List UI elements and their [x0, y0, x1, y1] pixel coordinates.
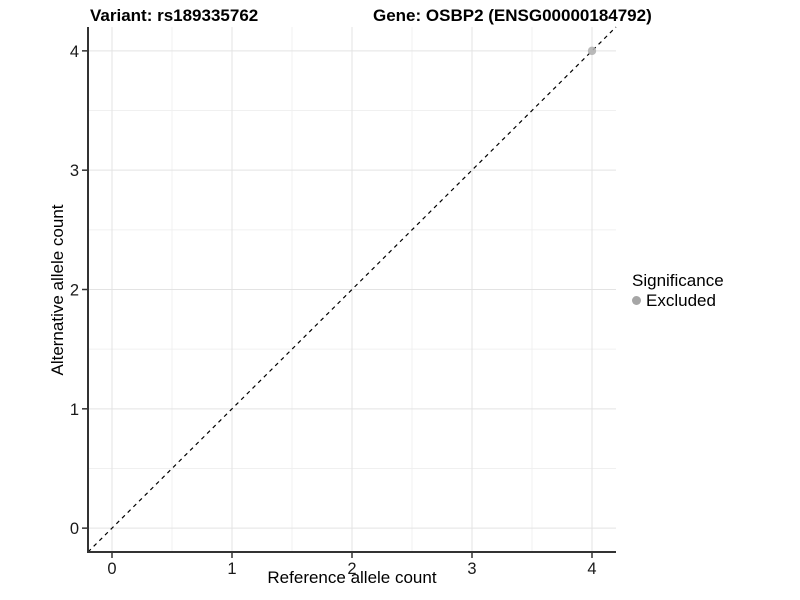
x-tick-label: 0: [107, 560, 116, 578]
plot-title-variant: Variant: rs189335762: [90, 6, 259, 25]
legend-item-label: Excluded: [646, 291, 716, 310]
legend-point-icon: [632, 296, 641, 305]
legend: Significance Excluded: [632, 272, 724, 309]
y-tick-label: 0: [70, 520, 79, 538]
y-axis-title: Alternative allele count: [48, 204, 67, 376]
y-tick-label: 3: [70, 162, 79, 180]
x-axis-title: Reference allele count: [267, 568, 437, 587]
legend-items: Excluded: [632, 292, 724, 309]
y-tick-label: 4: [70, 43, 79, 61]
x-tick-label: 1: [227, 560, 236, 578]
x-tick-label: 2: [347, 560, 356, 578]
x-tick-label: 4: [587, 560, 596, 578]
plot-title-gene: Gene: OSBP2 (ENSG00000184792): [373, 6, 652, 25]
data-point: [587, 46, 597, 56]
y-tick-label: 2: [70, 282, 79, 300]
legend-item: Excluded: [632, 292, 724, 309]
legend-title: Significance: [632, 271, 724, 290]
y-tick-label: 1: [70, 401, 79, 419]
x-tick-label: 3: [467, 560, 476, 578]
